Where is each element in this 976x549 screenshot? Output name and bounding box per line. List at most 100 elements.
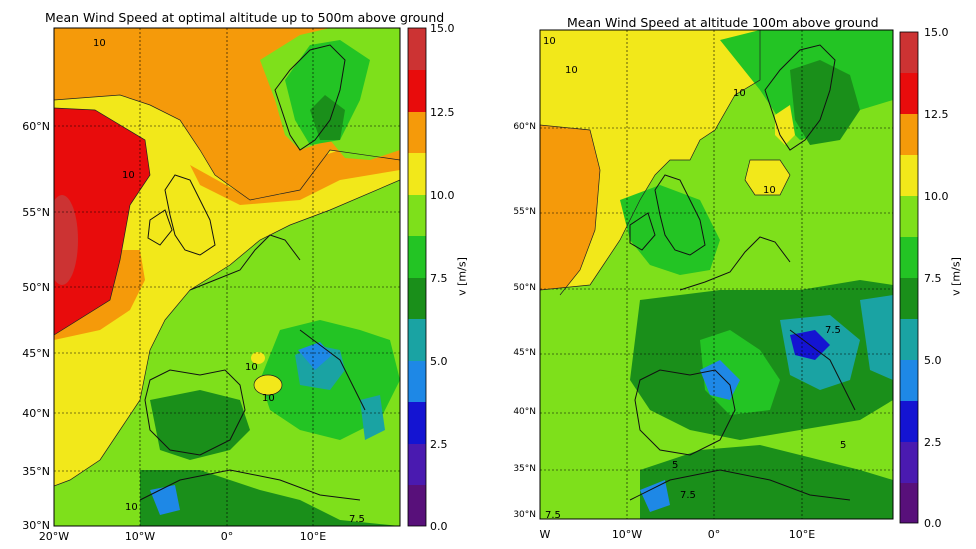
left-cb-label: v [m/s] <box>455 257 469 296</box>
right-contour-label: 5 <box>672 460 679 471</box>
right-cb-tick: 0.0 <box>924 517 942 530</box>
right-contour-label: 7.5 <box>825 325 841 336</box>
right-lon-label: 10°W <box>611 528 643 541</box>
right-contour-label: 10 <box>543 36 556 47</box>
left-lat-label: 45°N <box>22 347 50 360</box>
right-colorbar <box>899 31 919 524</box>
left-contours <box>54 94 400 487</box>
right-cb-10 <box>900 196 918 237</box>
left-lon-label: 10°W <box>124 530 156 543</box>
right-cb-5 <box>900 360 918 401</box>
right-cb-tick: 12.5 <box>924 108 949 121</box>
right-coastlines <box>629 44 856 501</box>
right-cb-label: v [m/s] <box>949 257 963 296</box>
left-atlas-blue <box>150 485 180 515</box>
left-map-title: Mean Wind Speed at optimal altitude up t… <box>45 10 445 25</box>
left-contour-label: 7.5 <box>349 514 365 525</box>
right-lat-label: 45°N <box>513 348 536 358</box>
left-map-frame <box>53 27 401 527</box>
left-cb-15 <box>408 28 426 70</box>
left-cb-3 <box>408 444 426 485</box>
left-cb-tick: 7.5 <box>430 272 448 285</box>
left-colorbar <box>407 27 427 527</box>
left-grid <box>54 28 400 526</box>
left-cb-tick: 5.0 <box>430 355 448 368</box>
right-cb-6 <box>900 319 918 360</box>
right-contours <box>540 30 791 296</box>
left-yellow-spot <box>254 375 282 395</box>
left-green-dark-1 <box>310 95 345 140</box>
left-yellow-spot-2 <box>251 352 265 364</box>
right-cb-15 <box>900 32 918 73</box>
left-contour-label: 10 <box>122 170 135 181</box>
right-cb-tick: 15.0 <box>924 26 949 39</box>
left-cb-tick: 2.5 <box>430 438 448 451</box>
left-red-zone <box>54 108 150 335</box>
left-lat-label: 35°N <box>22 465 50 478</box>
left-cb-6 <box>408 319 426 361</box>
left-cb-tick: 12.5 <box>430 106 455 119</box>
right-lat-label: 40°N <box>513 407 536 417</box>
right-lat-label: 55°N <box>513 207 536 217</box>
right-atlas-blue <box>640 480 670 512</box>
left-coastlines <box>139 44 366 501</box>
right-cb-tick: 10.0 <box>924 190 949 203</box>
left-cb-11 <box>408 153 426 195</box>
left-cb-4 <box>408 402 426 444</box>
left-cb-tick: 10.0 <box>430 189 455 202</box>
left-map <box>54 28 400 526</box>
left-contour-label: 10 <box>93 38 106 49</box>
left-green-mid <box>285 40 370 145</box>
right-yellow-island <box>745 160 790 195</box>
left-cb-tick: 15.0 <box>430 22 455 35</box>
right-lat-label: 30°N <box>513 510 536 520</box>
right-lon-label: 10°E <box>788 528 816 541</box>
right-lon-label: W <box>539 528 551 541</box>
left-cb-5 <box>408 361 426 402</box>
left-contour-label: 10 <box>125 502 138 513</box>
right-lat-label: 60°N <box>513 122 536 132</box>
left-lon-label: 20°W <box>38 530 70 543</box>
left-cb-10 <box>408 195 426 236</box>
left-cb-9 <box>408 236 426 278</box>
right-cb-tick: 5.0 <box>924 354 942 367</box>
right-contour-label: 10 <box>565 65 578 76</box>
left-dark-red-zone <box>54 195 78 285</box>
right-cb-tick: 7.5 <box>924 272 942 285</box>
left-lat-label: 55°N <box>22 206 50 219</box>
left-lat-label: 60°N <box>22 120 50 133</box>
right-scandinavia-dark <box>790 60 860 145</box>
right-lat-label: 35°N <box>513 464 536 474</box>
left-lat-label: 40°N <box>22 407 50 420</box>
left-lat-label: 30°N <box>22 519 50 532</box>
right-cb-2 <box>900 483 918 523</box>
right-cb-4 <box>900 401 918 442</box>
right-contour-label: 7.5 <box>545 510 561 521</box>
right-map-frame <box>539 29 894 520</box>
left-cb-8 <box>408 278 426 319</box>
left-contour-label: 10 <box>262 393 275 404</box>
right-ireland-mid <box>620 185 720 275</box>
right-contour-label: 10 <box>733 88 746 99</box>
left-cb-2 <box>408 485 426 526</box>
left-cb-tick: 0.0 <box>430 520 448 533</box>
right-cb-12 <box>900 114 918 155</box>
right-cb-11 <box>900 155 918 196</box>
left-cb-12 <box>408 112 426 153</box>
right-contour-label: 5 <box>840 440 847 451</box>
right-lon-label: 0° <box>707 528 721 541</box>
right-cb-tick: 2.5 <box>924 436 942 449</box>
left-orange-zone-2 <box>190 150 400 205</box>
right-east-teal <box>860 295 893 380</box>
right-contour-label: 7.5 <box>680 490 696 501</box>
right-africa-dark <box>640 445 893 519</box>
right-map <box>540 30 893 519</box>
left-africa-dark <box>140 470 400 526</box>
right-cb-3 <box>900 442 918 483</box>
left-alps-blue <box>298 342 332 370</box>
left-contour-label: 10 <box>245 362 258 373</box>
right-map-title: Mean Wind Speed at altitude 100m above g… <box>567 15 879 30</box>
right-lat-label: 50°N <box>513 283 536 293</box>
right-cb-13 <box>900 73 918 114</box>
